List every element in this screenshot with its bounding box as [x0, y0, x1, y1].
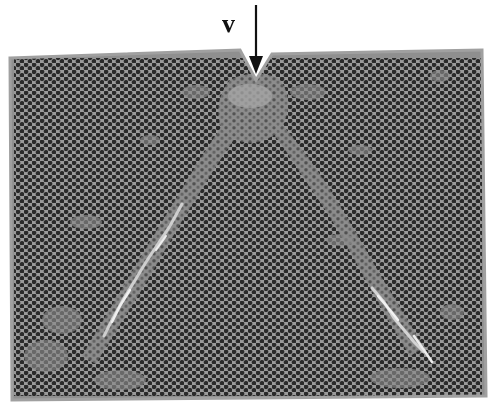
crystal-slab	[10, 50, 486, 400]
left-crack-band	[82, 126, 238, 364]
slab-outline	[8, 48, 488, 402]
impact-damage-zone	[218, 73, 289, 143]
velocity-label: v	[222, 9, 235, 38]
grain-patches	[24, 70, 464, 390]
velocity-arrow	[249, 5, 263, 74]
